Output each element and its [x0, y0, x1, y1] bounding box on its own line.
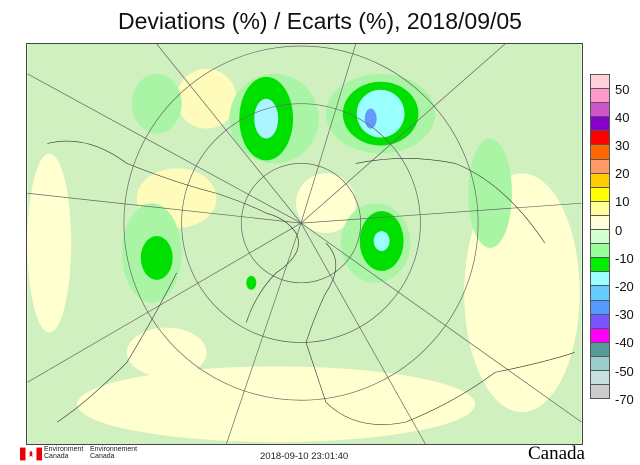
negative-anomaly-areas	[121, 73, 512, 303]
dept-en-2: Canada	[44, 453, 69, 460]
legend-swatch	[590, 313, 610, 329]
legend-swatch	[590, 74, 610, 90]
map-title: Deviations (%) / Ecarts (%), 2018/09/05	[118, 8, 522, 34]
legend-label: -20	[615, 279, 634, 294]
legend-swatch	[590, 88, 610, 104]
legend-label: -10	[615, 250, 634, 266]
legend-label: -30	[615, 307, 634, 323]
legend-swatch	[590, 229, 610, 245]
legend-label: 40	[615, 109, 630, 125]
legend-swatch	[590, 327, 610, 343]
legend-swatch	[590, 116, 610, 132]
legend-swatch	[590, 271, 610, 287]
legend-label: -40	[615, 335, 634, 351]
legend-swatch	[590, 102, 610, 118]
legend-swatch	[590, 341, 610, 357]
dept-en-1: Environment	[44, 446, 84, 453]
legend-label: 30	[615, 138, 630, 153]
canada-wordmark: Canada	[528, 443, 585, 464]
legend-swatch	[590, 299, 610, 315]
legend-label: -70	[615, 391, 634, 407]
legend-label: 10	[615, 194, 630, 210]
legend-label: 50	[615, 81, 630, 97]
legend-swatch	[590, 257, 610, 273]
legend-swatch	[590, 158, 610, 174]
graticule	[27, 44, 582, 444]
legend-swatch	[590, 200, 610, 216]
legend-swatch	[590, 130, 610, 146]
legend-swatch	[590, 243, 610, 259]
dept-fr-1: Environnement	[90, 446, 138, 453]
canada-flag-icon	[20, 447, 42, 461]
legend-swatch	[590, 285, 610, 301]
coastlines	[47, 140, 575, 425]
legend-swatch	[590, 384, 610, 400]
legend-label: 20	[615, 166, 630, 182]
legend-swatch	[590, 144, 610, 160]
deviation-map	[26, 43, 583, 445]
timestamp: 2018-09-10 23:01:40	[260, 451, 349, 462]
color-legend: 50 40 30 20 10 0 -10 -20 -30 -40 -50 -70	[590, 74, 634, 407]
legend-swatch	[590, 172, 610, 188]
dept-fr-2: Canada	[90, 453, 115, 460]
legend-swatch	[590, 186, 610, 202]
legend-label: -50	[615, 363, 634, 379]
legend-label: 0	[615, 222, 623, 238]
legend-swatch	[590, 214, 610, 231]
legend-swatch	[590, 369, 610, 386]
legend-swatch	[590, 355, 610, 371]
